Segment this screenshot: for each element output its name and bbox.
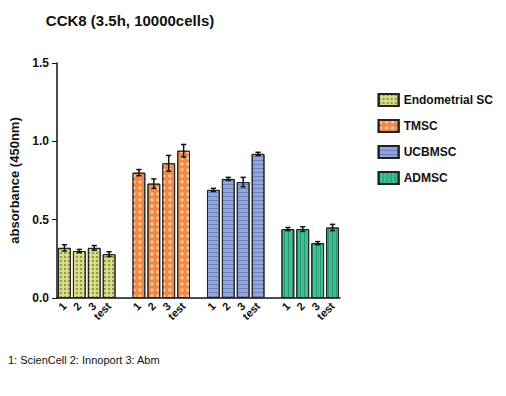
svg-text:ADMSC: ADMSC <box>404 171 448 185</box>
svg-text:1: 1 <box>130 300 143 313</box>
svg-text:1: 1 <box>56 300 69 313</box>
svg-text:0.0: 0.0 <box>32 291 49 305</box>
svg-text:2: 2 <box>145 300 158 313</box>
svg-text:1.5: 1.5 <box>32 56 49 70</box>
svg-text:3: 3 <box>160 299 173 313</box>
svg-text:1: ScienCell 2: Innoport 3: Ab: 1: ScienCell 2: Innoport 3: Abm <box>8 354 160 366</box>
svg-text:2: 2 <box>294 300 307 313</box>
svg-text:UCBMSC: UCBMSC <box>404 145 457 159</box>
svg-text:1: 1 <box>279 300 292 313</box>
svg-text:3: 3 <box>85 299 99 313</box>
svg-text:test: test <box>91 300 114 323</box>
svg-text:2: 2 <box>71 300 84 313</box>
svg-text:absorbance (450nm): absorbance (450nm) <box>7 117 22 243</box>
svg-text:1: 1 <box>205 300 218 313</box>
svg-text:test: test <box>240 300 263 323</box>
svg-text:2: 2 <box>220 300 233 313</box>
svg-text:test: test <box>314 300 337 323</box>
svg-text:1.0: 1.0 <box>32 134 49 148</box>
svg-text:test: test <box>166 300 189 323</box>
svg-text:CCK8 (3.5h, 10000cells): CCK8 (3.5h, 10000cells) <box>46 12 214 29</box>
svg-text:3: 3 <box>234 299 248 313</box>
svg-text:0.5: 0.5 <box>32 213 49 227</box>
svg-text:3: 3 <box>309 299 322 313</box>
svg-text:Endometrial SC: Endometrial SC <box>404 93 494 107</box>
svg-text:TMSC: TMSC <box>404 119 438 133</box>
